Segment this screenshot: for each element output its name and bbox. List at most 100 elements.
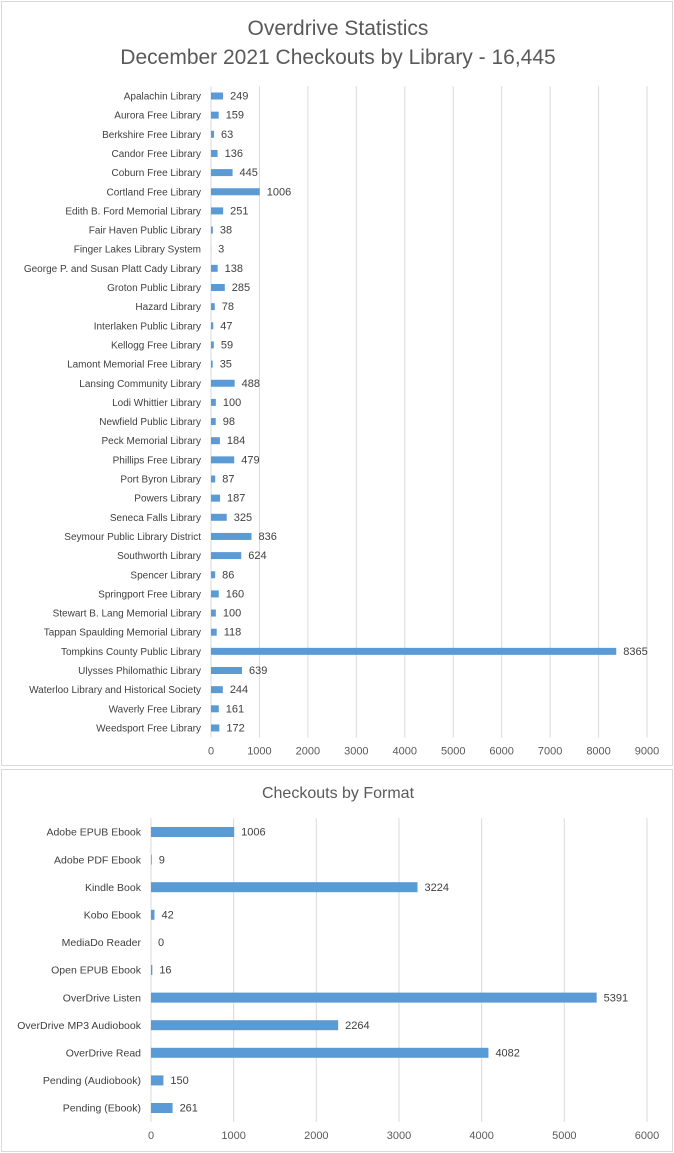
data-label: 244 bbox=[230, 684, 248, 696]
category-label: Weedsport Free Library bbox=[96, 723, 201, 734]
bar bbox=[211, 647, 617, 655]
x-tick-label: 6000 bbox=[635, 1130, 659, 1142]
format-chart-panel: Checkouts by Format Adobe EPUB Ebook Adob… bbox=[1, 769, 673, 1152]
data-label: 161 bbox=[226, 703, 244, 715]
bar bbox=[151, 854, 152, 865]
category-label: Phillips Free Library bbox=[113, 455, 201, 466]
bar bbox=[211, 686, 223, 694]
category-label: Pending (Audiobook) bbox=[43, 1075, 141, 1087]
category-label: Lodi Whittier Library bbox=[112, 398, 201, 409]
category-label: Waverly Free Library bbox=[109, 704, 201, 715]
x-tick-label: 4000 bbox=[393, 746, 417, 758]
category-label: Candor Free Library bbox=[112, 149, 201, 160]
bar bbox=[151, 965, 153, 975]
bar bbox=[211, 379, 235, 387]
category-label: Adobe PDF Ebook bbox=[54, 854, 142, 866]
x-tick-label: 8000 bbox=[586, 746, 610, 758]
data-label: 136 bbox=[225, 148, 243, 160]
data-label: 78 bbox=[222, 301, 234, 313]
data-label: 98 bbox=[223, 416, 235, 428]
bar bbox=[151, 882, 418, 893]
category-label: Pending (Ebook) bbox=[63, 1103, 141, 1115]
x-tick-label: 1000 bbox=[247, 746, 271, 758]
category-label: Tompkins County Public Library bbox=[61, 647, 201, 658]
category-label: Apalachin Library bbox=[124, 92, 201, 103]
category-label: Cortland Free Library bbox=[107, 187, 201, 198]
category-label: Open EPUB Ebook bbox=[51, 965, 142, 977]
chart-title: Checkouts by Format bbox=[262, 785, 415, 802]
x-tick-label: 2000 bbox=[296, 746, 320, 758]
data-label: 47 bbox=[220, 320, 232, 332]
category-label: Finger Lakes Library System bbox=[74, 245, 201, 256]
data-label: 100 bbox=[223, 397, 241, 409]
category-label: Stewart B. Lang Memorial Library bbox=[53, 609, 201, 620]
bar bbox=[211, 398, 216, 406]
category-label: Lansing Community Library bbox=[79, 379, 201, 390]
bar bbox=[211, 628, 217, 636]
category-label: Kindle Book bbox=[85, 882, 142, 894]
x-tick-label: 3000 bbox=[387, 1130, 411, 1142]
category-label: Spencer Library bbox=[130, 570, 201, 581]
library-chart-panel: Overdrive Statistics December 2021 Check… bbox=[1, 1, 673, 766]
data-label: 1006 bbox=[241, 827, 265, 839]
data-label: 8365 bbox=[623, 646, 647, 658]
data-label: 836 bbox=[258, 531, 276, 543]
bar bbox=[151, 909, 155, 920]
x-tick-label: 1000 bbox=[221, 1130, 245, 1142]
bar bbox=[211, 437, 220, 445]
gridlines bbox=[210, 86, 648, 738]
category-labels: Apalachin Library Aurora Free Library Berk… bbox=[24, 92, 201, 735]
data-label: 488 bbox=[242, 378, 260, 390]
tick-labels: 0 1000 2000 3000 4000 5000 6000 7000 8000 9000 bbox=[208, 746, 659, 758]
category-label: Edith B. Ford Memorial Library bbox=[65, 206, 201, 217]
data-label: 16 bbox=[159, 965, 171, 977]
category-label: Tappan Spaulding Memorial Library bbox=[44, 628, 201, 639]
data-label: 160 bbox=[226, 588, 244, 600]
data-label: 118 bbox=[224, 627, 242, 639]
data-label: 624 bbox=[248, 550, 266, 562]
bar bbox=[211, 92, 224, 100]
x-tick-label: 7000 bbox=[538, 746, 562, 758]
category-label: Groton Public Library bbox=[107, 283, 201, 294]
category-label: Powers Library bbox=[134, 494, 201, 505]
category-label: Berkshire Free Library bbox=[102, 130, 201, 141]
bar bbox=[211, 552, 242, 560]
data-label: 445 bbox=[240, 167, 258, 179]
x-tick-label: 5000 bbox=[441, 746, 465, 758]
data-label: 325 bbox=[234, 512, 252, 524]
bars bbox=[151, 827, 597, 1113]
bar bbox=[211, 169, 233, 177]
data-label: 479 bbox=[241, 454, 259, 466]
bar bbox=[211, 532, 252, 540]
data-label: 3 bbox=[218, 244, 224, 256]
category-label: Adobe EPUB Ebook bbox=[46, 827, 141, 839]
category-label: Seymour Public Library District bbox=[64, 532, 201, 543]
category-label: Lamont Memorial Free Library bbox=[67, 360, 201, 371]
category-label: Springport Free Library bbox=[98, 589, 201, 600]
data-label: 0 bbox=[158, 937, 164, 949]
gridlines bbox=[150, 818, 648, 1122]
x-tick-label: 5000 bbox=[552, 1130, 576, 1142]
bar bbox=[211, 571, 216, 579]
category-label: OverDrive Read bbox=[66, 1047, 141, 1059]
data-label: 261 bbox=[180, 1103, 198, 1115]
data-labels: 1006 9 3224 42 0 16 5391 2264 4082 150 261 bbox=[158, 827, 628, 1115]
bar bbox=[211, 207, 224, 215]
category-label: Ulysses Philomathic Library bbox=[78, 666, 201, 677]
bar bbox=[211, 341, 214, 349]
bar bbox=[211, 494, 221, 502]
bar bbox=[211, 724, 220, 732]
bar bbox=[151, 1075, 164, 1086]
x-tick-label: 9000 bbox=[635, 746, 659, 758]
category-label: Seneca Falls Library bbox=[110, 513, 201, 524]
bar bbox=[211, 513, 227, 521]
category-label: Southworth Library bbox=[117, 551, 201, 562]
data-label: 251 bbox=[230, 205, 248, 217]
data-label: 159 bbox=[226, 110, 244, 122]
bars bbox=[211, 92, 617, 732]
bar bbox=[151, 827, 235, 837]
data-label: 285 bbox=[232, 282, 250, 294]
data-label: 63 bbox=[221, 129, 233, 141]
data-label: 150 bbox=[170, 1075, 188, 1087]
x-tick-label: 0 bbox=[208, 746, 214, 758]
